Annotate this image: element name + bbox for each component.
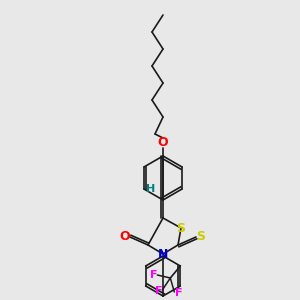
Text: O: O xyxy=(158,136,168,149)
Text: S: S xyxy=(196,230,206,242)
Text: F: F xyxy=(150,270,157,280)
Text: H: H xyxy=(146,184,156,194)
Text: F: F xyxy=(175,288,182,298)
Text: O: O xyxy=(120,230,130,242)
Text: F: F xyxy=(154,286,162,296)
Text: N: N xyxy=(158,248,168,260)
Text: S: S xyxy=(176,221,185,235)
